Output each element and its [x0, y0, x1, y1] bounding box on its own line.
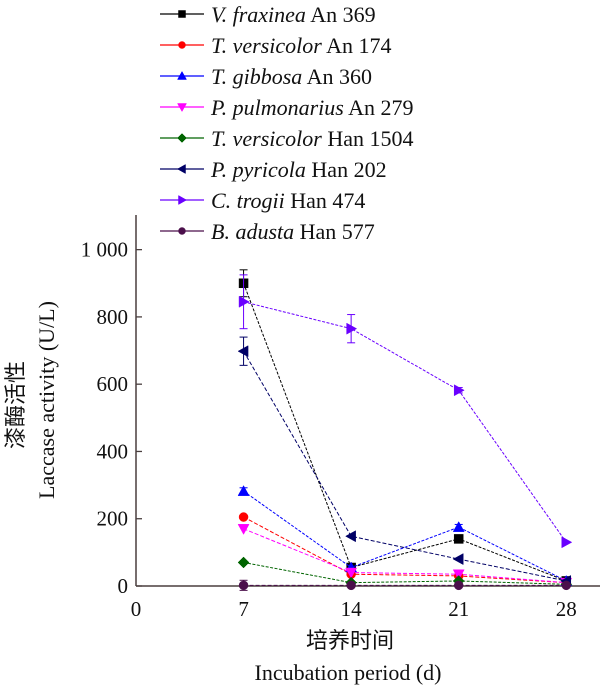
y-tick-label: 1 000: [81, 238, 128, 262]
series-3: [237, 524, 573, 589]
triangle-down-marker-icon: [237, 524, 250, 535]
legend-label: T. versicolor Han 1504: [211, 126, 413, 151]
x-tick-label: 21: [448, 597, 469, 621]
square-marker-icon: [178, 10, 186, 18]
legend-entry: T. gibbosa An 360: [160, 64, 372, 89]
triangle-down-marker-icon: [177, 103, 187, 113]
legend-entry: P. pyricola Han 202: [160, 157, 387, 182]
series-line: [243, 301, 567, 543]
legend-species: T. versicolor: [211, 126, 322, 151]
diamond-marker-icon: [177, 133, 187, 143]
series-line: [243, 528, 567, 584]
triangle-up-marker-icon: [452, 521, 465, 532]
legend-entry: T. versicolor An 174: [160, 33, 392, 58]
triangle-right-marker-icon: [178, 195, 188, 205]
legend-species: P. pyricola: [210, 157, 306, 182]
y-tick-label: 600: [97, 372, 129, 396]
circle-marker-icon: [238, 580, 249, 591]
y-tick-label: 200: [97, 507, 129, 531]
x-tick-label: 14: [341, 597, 363, 621]
series-line: [243, 516, 567, 584]
x-tick-label: 0: [131, 597, 142, 621]
series-0: [238, 269, 572, 586]
y-tick-label: 800: [97, 305, 129, 329]
circle-marker-icon: [561, 580, 572, 591]
legend-species: P. pulmonarius: [210, 95, 344, 120]
legend-label: P. pyricola Han 202: [210, 157, 387, 182]
square-marker-icon: [453, 534, 464, 544]
y-axis-label: Laccase activity (U/L): [34, 301, 59, 499]
legend-strain: Han 1504: [322, 126, 414, 151]
x-axis-label-cn: 培养时间: [306, 628, 394, 653]
legend-label: T. gibbosa An 360: [211, 64, 372, 89]
legend-entry: C. trogii Han 474: [160, 188, 365, 213]
triangle-down-marker-icon: [345, 567, 358, 579]
legend-entry: B. adusta Han 577: [160, 219, 375, 244]
legend-strain: An 279: [344, 95, 414, 120]
triangle-right-marker-icon: [453, 384, 465, 397]
circle-marker-icon: [238, 512, 249, 522]
y-tick-label: 0: [118, 574, 129, 598]
triangle-left-marker-icon: [176, 164, 186, 174]
legend-strain: Han 474: [285, 188, 366, 213]
legend-entry: P. pulmonarius An 279: [160, 95, 414, 120]
triangle-up-marker-icon: [237, 485, 250, 496]
legend-strain: An 369: [306, 2, 376, 27]
legend-label: B. adusta Han 577: [211, 219, 375, 244]
legend-strain: An 174: [322, 33, 392, 58]
triangle-up-marker-icon: [177, 70, 187, 80]
legend-entry: V. fraxinea An 369: [160, 2, 376, 27]
circle-marker-icon: [178, 41, 186, 49]
legend-label: C. trogii Han 474: [211, 188, 365, 213]
legend-species: B. adusta: [211, 219, 294, 244]
x-tick-label: 28: [556, 597, 577, 621]
triangle-left-marker-icon: [237, 345, 249, 358]
legend-label: T. versicolor An 174: [211, 33, 392, 58]
legend-species: V. fraxinea: [211, 2, 306, 27]
series-5: [237, 336, 572, 587]
axes: [135, 215, 600, 587]
series-line: [243, 283, 567, 582]
legend-species: T. gibbosa: [211, 64, 302, 89]
triangle-right-marker-icon: [346, 322, 358, 335]
circle-marker-icon: [453, 580, 464, 591]
triangle-left-marker-icon: [345, 530, 356, 543]
x-tick-label: 7: [238, 597, 249, 621]
triangle-down-marker-icon: [452, 569, 465, 581]
y-axis-label-cn: 漆酶活性: [3, 361, 28, 449]
legend-strain: Han 202: [306, 157, 387, 182]
circle-marker-icon: [346, 580, 356, 591]
legend-species: T. versicolor: [211, 33, 322, 58]
series-line: [243, 350, 567, 582]
legend-species: C. trogii: [211, 188, 285, 213]
legend-strain: An 360: [302, 64, 372, 89]
legend-entry: T. versicolor Han 1504: [160, 126, 413, 151]
triangle-right-marker-icon: [238, 295, 250, 308]
x-axis-label: Incubation period (d): [255, 660, 442, 685]
series-line: [243, 490, 567, 582]
legend-label: P. pulmonarius An 279: [210, 95, 414, 120]
series-7: [238, 579, 572, 591]
y-tick-label: 400: [97, 439, 129, 463]
diamond-marker-icon: [237, 556, 250, 569]
legend-strain: Han 577: [294, 219, 375, 244]
triangle-left-marker-icon: [452, 553, 464, 566]
triangle-right-marker-icon: [561, 536, 573, 549]
legend-label: V. fraxinea An 369: [211, 2, 376, 27]
series-6: [238, 274, 573, 549]
circle-marker-icon: [178, 227, 186, 235]
series-line: [243, 561, 567, 585]
